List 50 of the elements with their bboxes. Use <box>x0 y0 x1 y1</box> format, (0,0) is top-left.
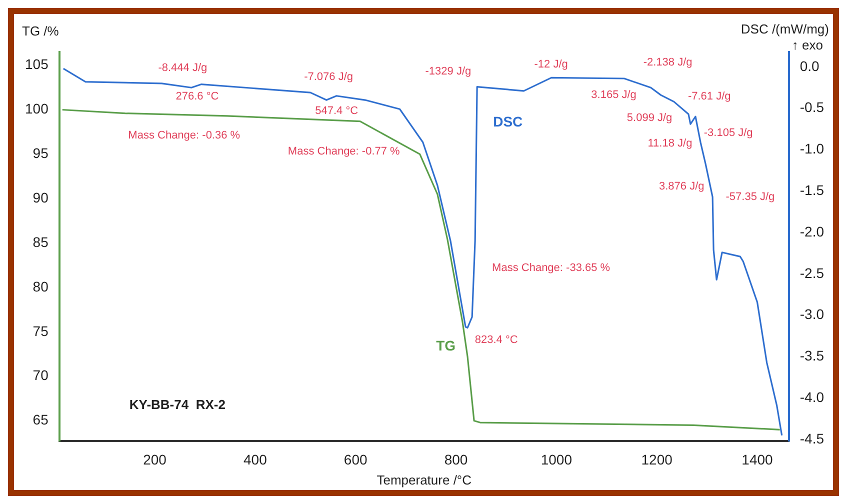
text: ↑ exo <box>792 38 823 53</box>
x-axis-title: Temperature /°C <box>376 472 472 488</box>
y2-tick-label: -4.0 <box>800 389 824 405</box>
annotation: -3.105 J/g <box>704 126 753 139</box>
y-tick-label: 65 <box>32 412 49 428</box>
annotation: 5.099 J/g <box>626 112 672 124</box>
annotation: -1329 J/g <box>425 65 472 78</box>
annotation: -12 J/g <box>534 58 568 70</box>
x-tick-label: 1000 <box>540 451 572 468</box>
y2-tick-label: -3.5 <box>800 348 824 364</box>
y2-tick-label: -2.5 <box>800 264 824 281</box>
x-tick-label: 200 <box>143 451 167 468</box>
annotation: -8.444 J/g <box>158 62 208 74</box>
annotation: Mass Change: -33.65 % <box>492 262 610 274</box>
y2-tick-label: -4.5 <box>800 430 824 446</box>
annotation: 3.876 J/g <box>659 180 704 192</box>
x-tick-label: 600 <box>344 451 368 468</box>
y-tick-label: 80 <box>32 278 49 294</box>
y2-tick-label: -2.0 <box>800 223 824 240</box>
text: KY-BB-74 RX-2 <box>129 396 226 412</box>
y-tick-label: 75 <box>32 322 49 339</box>
x-tick-label: 400 <box>243 451 268 468</box>
y2-tick-label: -0.5 <box>800 99 824 116</box>
x-tick-label: 1200 <box>641 451 673 468</box>
y2-tick-label: 0.0 <box>800 58 820 74</box>
annotation: 11.18 J/g <box>648 137 692 150</box>
annotation: -57.35 J/g <box>726 190 775 203</box>
y-tick-label: 85 <box>32 234 49 250</box>
annotation: 547.4 °C <box>315 104 358 117</box>
y2-tick-label: -1.5 <box>800 182 824 198</box>
y2-tick-label: -1.0 <box>800 140 824 157</box>
annotation: Mass Change: -0.77 % <box>288 146 400 158</box>
annotation: -7.61 J/g <box>688 90 731 102</box>
annotation: -2.138 J/g <box>643 56 692 69</box>
annotation: 3.165 J/g <box>591 88 636 101</box>
y-tick-label: 90 <box>32 189 49 206</box>
y-tick-label: 105 <box>25 56 49 72</box>
y-tick-label: 95 <box>32 145 49 162</box>
x-tick-label: 800 <box>444 451 468 468</box>
y2-tick-label: -3.0 <box>800 306 824 322</box>
x-tick-label: 1400 <box>742 451 774 468</box>
y-axis-title: TG /% <box>22 24 60 39</box>
series-label: DSC <box>493 114 523 130</box>
y-tick-label: 100 <box>25 100 49 117</box>
annotation: 276.6 °C <box>176 90 219 102</box>
y2-axis-title: DSC /(mW/mg) <box>740 22 829 37</box>
annotation: Mass Change: -0.36 % <box>128 130 240 142</box>
annotation: -7.076 J/g <box>304 70 354 83</box>
series-label: TG <box>436 338 456 354</box>
y-tick-label: 70 <box>32 367 49 384</box>
